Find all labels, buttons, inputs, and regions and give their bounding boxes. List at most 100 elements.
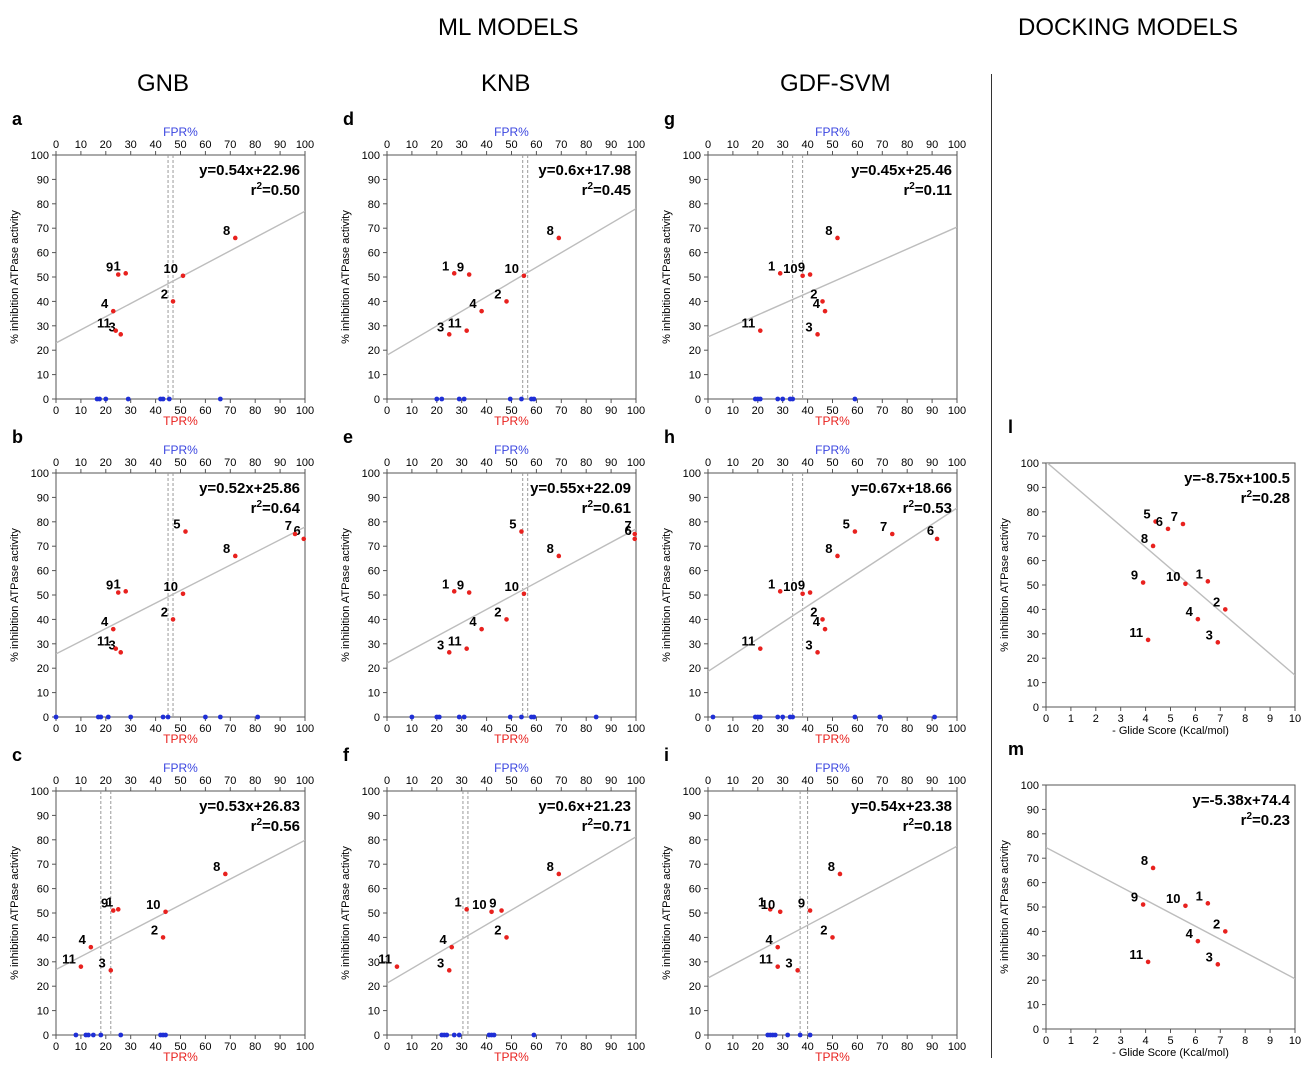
regression-line — [387, 836, 636, 984]
compound-label: 2 — [1213, 916, 1220, 931]
decoy-point — [456, 714, 462, 720]
compound-point-2 — [820, 617, 825, 622]
y-tick-label: 90 — [37, 810, 49, 822]
compound-label: 7 — [625, 518, 632, 533]
x-tick-label: 70 — [876, 723, 888, 735]
compound-point-3 — [1215, 640, 1221, 645]
compound-point-2 — [170, 299, 176, 304]
x-tick-label: 30 — [125, 723, 137, 735]
decoy-point — [757, 396, 763, 402]
compound-point-4 — [110, 308, 116, 314]
y-tick-label: 90 — [368, 810, 380, 822]
compound-point-4 — [110, 626, 116, 632]
x-top-tick-label: 20 — [100, 775, 112, 787]
y-tick-label: 20 — [37, 345, 49, 357]
decoy-point — [780, 714, 786, 720]
x-tick-label: 0 — [53, 723, 59, 735]
column-title-gnb: GNB — [137, 70, 190, 97]
x-tick-label: 70 — [555, 405, 567, 417]
x-tick-label: 40 — [480, 1041, 492, 1053]
x-tick-label: 20 — [431, 405, 443, 417]
x-tick-label: 8 — [1242, 713, 1248, 725]
y-axis-title: % inhibition ATPase activity — [9, 210, 21, 344]
r-squared-exponent: 2 — [587, 817, 593, 828]
x-top-tick-label: 100 — [296, 139, 314, 151]
compound-label: 3 — [99, 955, 106, 970]
y-tick-label: 30 — [1027, 629, 1039, 641]
decoy-point — [217, 396, 223, 402]
x-top-tick-label: 90 — [926, 775, 938, 787]
x-tick-label: 60 — [530, 723, 542, 735]
x-tick-label: 80 — [901, 723, 913, 735]
decoy-point — [160, 396, 166, 402]
x-tick-label: 10 — [406, 1041, 418, 1053]
y-tick-label: 50 — [689, 590, 701, 602]
r-squared-exponent: 2 — [256, 817, 262, 828]
compound-point-9 — [807, 908, 813, 913]
x-top-tick-label: 0 — [384, 139, 390, 151]
x-tick-label: 100 — [627, 405, 645, 417]
y-tick-label: 100 — [31, 786, 49, 798]
tpr-axis-title: TPR% — [494, 414, 529, 428]
y-tick-label: 90 — [1027, 804, 1039, 816]
decoy-point — [775, 714, 781, 720]
x-tick-label: 90 — [926, 723, 938, 735]
x-top-tick-label: 80 — [249, 775, 261, 787]
y-tick-label: 100 — [683, 150, 701, 162]
r-squared-exponent: 2 — [908, 817, 914, 828]
y-tick-label: 40 — [689, 296, 701, 308]
x-tick-label: 3 — [1118, 1035, 1124, 1047]
x-tick-label: 60 — [851, 723, 863, 735]
compound-point-6 — [301, 536, 307, 542]
y-tick-label: 80 — [689, 199, 701, 211]
compound-point-9 — [499, 908, 504, 913]
decoy-point — [775, 396, 781, 402]
y-tick-label: 70 — [368, 541, 380, 553]
y-tick-label: 90 — [368, 174, 380, 186]
decoy-point — [436, 714, 442, 720]
x-tick-label: 80 — [249, 1041, 261, 1053]
compound-point-9 — [115, 272, 121, 277]
decoy-point — [203, 714, 208, 720]
y-tick-label: 80 — [1027, 507, 1039, 519]
x-top-tick-label: 40 — [480, 775, 492, 787]
x-tick-label: 60 — [199, 405, 211, 417]
y-tick-label: 30 — [368, 321, 380, 333]
compound-point-1 — [464, 907, 469, 912]
y-tick-label: 10 — [1027, 678, 1039, 690]
x-top-tick-label: 0 — [53, 139, 59, 151]
compound-point-10 — [521, 273, 527, 279]
decoy-point — [451, 1032, 457, 1038]
y-axis-title: % inhibition ATPase activity — [661, 210, 673, 344]
fit-equation: y=0.55x+22.09 — [530, 480, 631, 497]
x-top-tick-label: 30 — [125, 775, 137, 787]
r-squared: r2=0.64 — [251, 499, 301, 517]
compound-label: 4 — [101, 614, 109, 629]
compound-point-10 — [800, 273, 805, 279]
compound-label: 11 — [448, 634, 462, 649]
x-tick-label: 10 — [727, 1041, 739, 1053]
fit-equation: y=0.52x+25.86 — [199, 480, 300, 497]
r-squared-symbol: r — [903, 818, 909, 835]
compound-point-4 — [479, 308, 484, 314]
compound-label: 10 — [504, 261, 518, 276]
compound-label: 4 — [79, 932, 87, 947]
compound-label: 9 — [798, 260, 805, 275]
x-top-tick-label: 30 — [777, 775, 789, 787]
decoy-point — [852, 396, 858, 402]
decoy-point — [53, 714, 59, 720]
decoy-point — [98, 714, 104, 720]
compound-point-1 — [123, 271, 129, 276]
tpr-axis-title: TPR% — [494, 1050, 529, 1064]
compound-point-7 — [1180, 521, 1186, 527]
x-tick-label: 0 — [705, 723, 711, 735]
compound-point-11 — [113, 328, 119, 333]
compound-point-1 — [777, 271, 783, 276]
y-tick-label: 50 — [689, 272, 701, 284]
compound-point-1 — [123, 589, 129, 594]
decoy-point — [128, 714, 134, 720]
x-top-tick-label: 30 — [125, 139, 137, 151]
x-tick-label: 80 — [580, 1041, 592, 1053]
column-title-gdf-svm: GDF-SVM — [780, 70, 891, 97]
r-squared-value: =0.71 — [593, 818, 631, 835]
